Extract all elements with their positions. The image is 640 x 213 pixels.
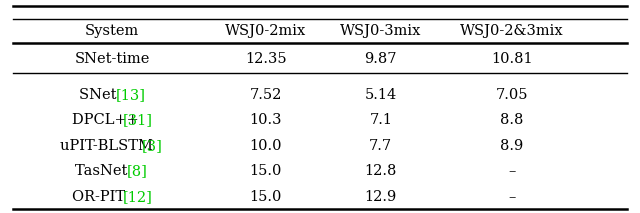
Text: 7.52: 7.52 xyxy=(250,88,282,102)
Text: 10.81: 10.81 xyxy=(491,52,533,66)
Text: 12.35: 12.35 xyxy=(244,52,287,66)
Text: SNet-time: SNet-time xyxy=(74,52,150,66)
Text: WSJ0-3mix: WSJ0-3mix xyxy=(340,24,422,38)
Text: 15.0: 15.0 xyxy=(250,164,282,178)
Text: TasNet: TasNet xyxy=(76,164,132,178)
Text: 9.87: 9.87 xyxy=(365,52,397,66)
Text: 7.7: 7.7 xyxy=(369,139,392,153)
Text: [13]: [13] xyxy=(116,88,146,102)
Text: [3]: [3] xyxy=(141,139,163,153)
Text: 5.14: 5.14 xyxy=(365,88,397,102)
Text: 10.3: 10.3 xyxy=(250,113,282,127)
Text: 8.8: 8.8 xyxy=(500,113,524,127)
Text: DPCL++: DPCL++ xyxy=(72,113,143,127)
Text: [31]: [31] xyxy=(123,113,153,127)
Text: WSJ0-2mix: WSJ0-2mix xyxy=(225,24,306,38)
Text: uPIT-BLSTM: uPIT-BLSTM xyxy=(60,139,158,153)
Text: WSJ0-2&3mix: WSJ0-2&3mix xyxy=(460,24,564,38)
Text: System: System xyxy=(85,24,139,38)
Text: 7.05: 7.05 xyxy=(496,88,528,102)
Text: 12.9: 12.9 xyxy=(365,190,397,204)
Text: 7.1: 7.1 xyxy=(369,113,392,127)
Text: OR-PIT: OR-PIT xyxy=(72,190,129,204)
Text: [8]: [8] xyxy=(127,164,148,178)
Text: [12]: [12] xyxy=(123,190,153,204)
Text: –: – xyxy=(508,164,516,178)
Text: –: – xyxy=(508,190,516,204)
Text: 12.8: 12.8 xyxy=(365,164,397,178)
Text: 10.0: 10.0 xyxy=(250,139,282,153)
Text: 8.9: 8.9 xyxy=(500,139,524,153)
Text: SNet: SNet xyxy=(79,88,121,102)
Text: 15.0: 15.0 xyxy=(250,190,282,204)
